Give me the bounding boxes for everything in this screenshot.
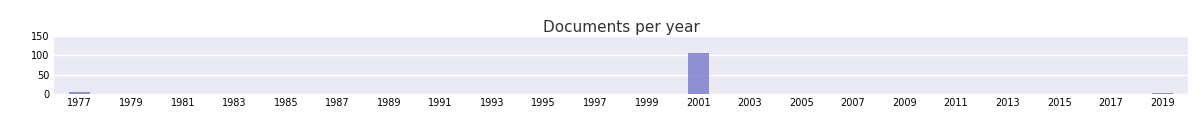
Bar (70, 92, 90, 94)
Bar (688, 53, 709, 94)
Bar (1152, 93, 1172, 94)
Title: Documents per year: Documents per year (542, 20, 700, 35)
